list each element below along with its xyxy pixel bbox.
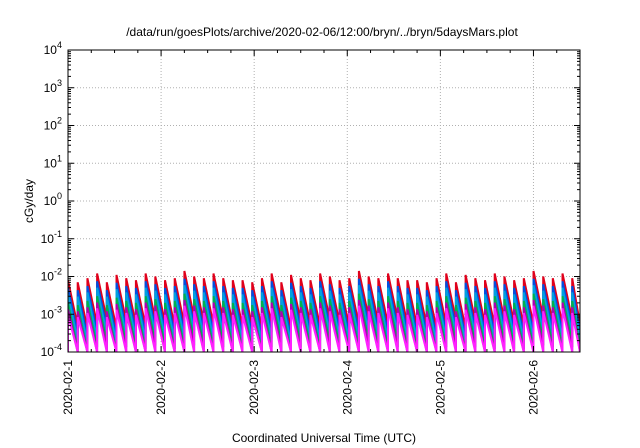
y-tick-label: 10-1 (41, 229, 62, 246)
x-axis: 2020-02-1 2020-02-2 2020-02-3 2020-02-4 2020… (61, 50, 581, 415)
y-tick-label: 100 (44, 191, 62, 208)
y-tick-label: 101 (44, 153, 62, 170)
y-tick-label: 10-3 (41, 304, 62, 321)
y-axis: 104 103 102 101 100 10-1 10-2 10-3 10-4 (41, 40, 580, 359)
series-line (68, 305, 580, 352)
chart-title: /data/run/goesPlots/archive/2020-02-06/1… (126, 25, 518, 39)
x-tick-label: 2020-02-1 (61, 360, 75, 415)
x-tick-label: 2020-02-3 (247, 360, 261, 415)
y-tick-label: 10-2 (41, 267, 62, 284)
y-tick-label: 10-4 (41, 342, 62, 359)
y-tick-label: 104 (44, 40, 62, 57)
y-tick-label: 103 (44, 78, 62, 95)
x-tick-label: 2020-02-2 (154, 360, 168, 415)
x-axis-label: Coordinated Universal Time (UTC) (232, 431, 416, 445)
series-lines (68, 270, 580, 352)
x-tick-label: 2020-02-4 (340, 360, 354, 415)
x-tick-label: 2020-02-6 (526, 360, 540, 415)
x-tick-label: 2020-02-5 (433, 360, 447, 415)
y-axis-label: cGy/day (22, 179, 36, 223)
y-tick-label: 102 (44, 116, 62, 133)
